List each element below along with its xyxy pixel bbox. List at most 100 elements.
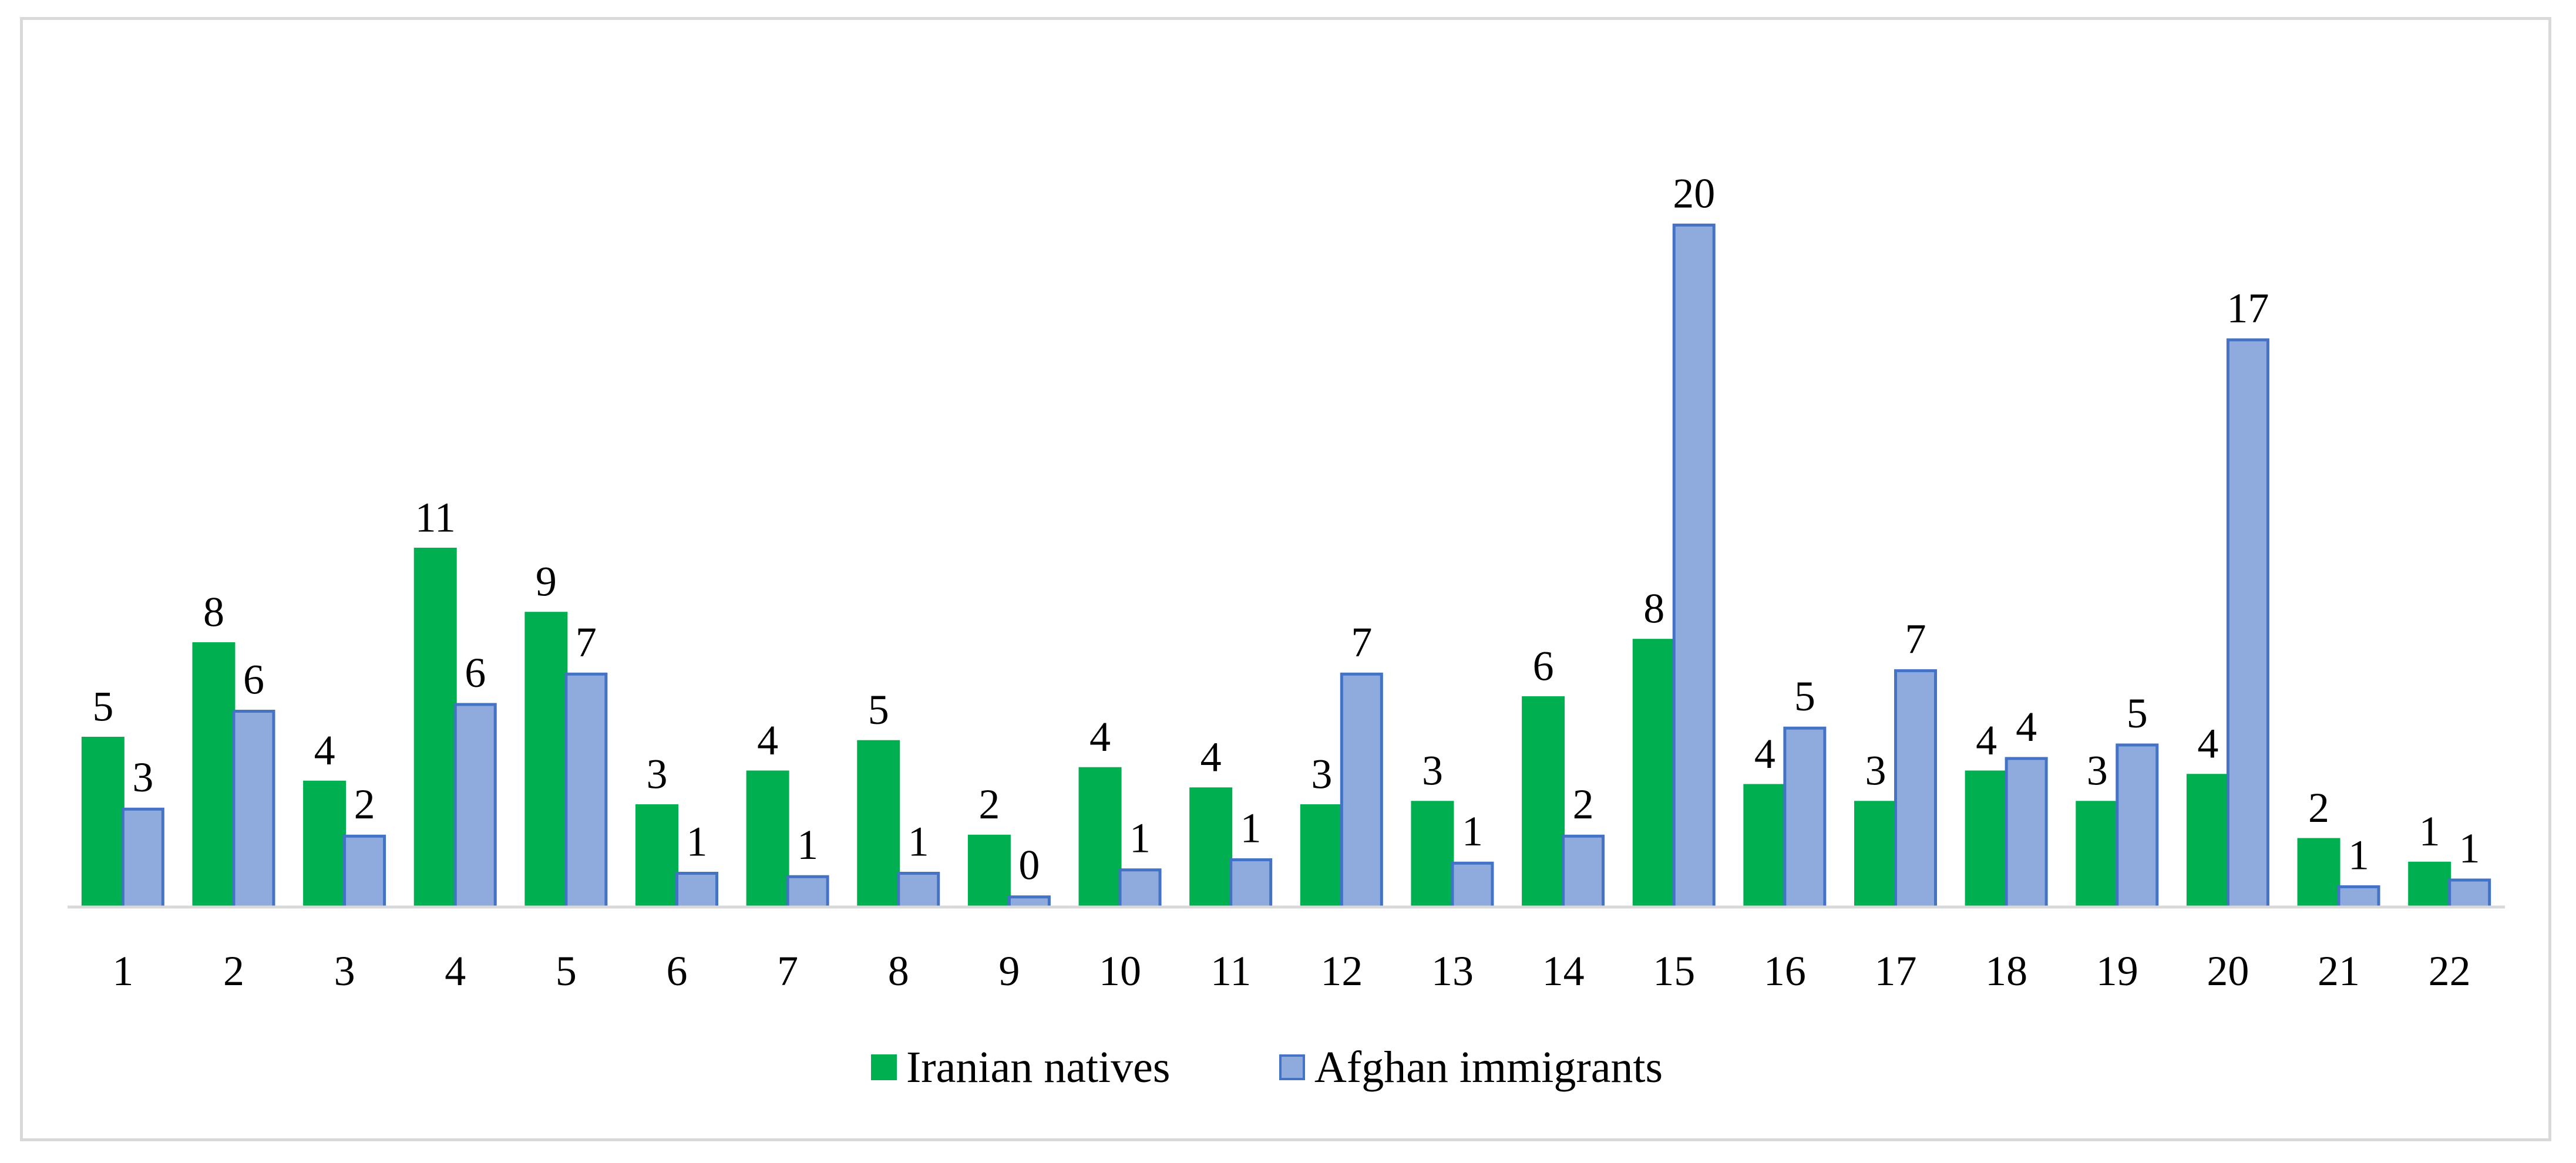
x-tick-label-14: 14 xyxy=(1542,948,1585,995)
bar-iranian-natives-15 xyxy=(1632,639,1676,909)
legend-label-iranian-natives: Iranian natives xyxy=(906,1043,1170,1092)
data-label-iranian-natives-14: 6 xyxy=(1533,642,1554,689)
bar-iranian-natives-12 xyxy=(1300,804,1343,909)
data-label-iranian-natives-8: 5 xyxy=(868,686,889,733)
bar-afghan-immigrants-9 xyxy=(1007,895,1051,909)
data-label-afghan-immigrants-3: 2 xyxy=(354,781,375,828)
legend-swatch-iranian-natives xyxy=(871,1054,897,1080)
bar-iranian-natives-7 xyxy=(746,770,789,909)
x-tick-label-6: 6 xyxy=(667,948,688,995)
x-tick-label-10: 10 xyxy=(1099,948,1141,995)
bar-iranian-natives-8 xyxy=(857,740,900,909)
data-label-iranian-natives-1: 5 xyxy=(92,683,113,730)
bar-afghan-immigrants-7 xyxy=(786,875,829,909)
data-label-iranian-natives-20: 4 xyxy=(2197,720,2218,767)
bar-iranian-natives-21 xyxy=(2297,838,2340,909)
data-label-afghan-immigrants-21: 1 xyxy=(2348,831,2369,878)
data-label-afghan-immigrants-5: 7 xyxy=(576,619,597,666)
data-label-iranian-natives-15: 8 xyxy=(1643,585,1664,632)
data-label-iranian-natives-5: 9 xyxy=(536,558,557,605)
bar-afghan-immigrants-12 xyxy=(1340,672,1383,909)
data-label-afghan-immigrants-18: 4 xyxy=(2016,703,2037,750)
bar-afghan-immigrants-8 xyxy=(897,871,940,909)
x-tick-label-15: 15 xyxy=(1653,948,1695,995)
bar-afghan-immigrants-16 xyxy=(1783,726,1827,909)
x-tick-label-1: 1 xyxy=(112,948,133,995)
x-tick-label-5: 5 xyxy=(556,948,577,995)
data-label-iranian-natives-6: 3 xyxy=(647,750,668,797)
bar-afghan-immigrants-20 xyxy=(2226,338,2269,909)
legend-swatch-afghan-immigrants xyxy=(1279,1054,1305,1080)
data-label-iranian-natives-11: 4 xyxy=(1200,734,1222,781)
bar-iranian-natives-17 xyxy=(1854,801,1897,909)
x-tick-label-4: 4 xyxy=(445,948,466,995)
x-tick-label-11: 11 xyxy=(1210,948,1251,995)
x-tick-label-16: 16 xyxy=(1764,948,1806,995)
data-label-iranian-natives-22: 1 xyxy=(2419,808,2440,855)
bar-iranian-natives-6 xyxy=(635,804,678,909)
data-label-iranian-natives-9: 2 xyxy=(978,781,1000,828)
bar-afghan-immigrants-21 xyxy=(2337,885,2380,909)
bar-afghan-immigrants-3 xyxy=(343,834,386,909)
x-tick-label-2: 2 xyxy=(223,948,244,995)
bar-iranian-natives-13 xyxy=(1411,801,1454,909)
data-label-afghan-immigrants-10: 1 xyxy=(1129,815,1151,862)
bar-afghan-immigrants-15 xyxy=(1672,223,1716,909)
data-label-afghan-immigrants-7: 1 xyxy=(797,821,818,868)
bar-afghan-immigrants-17 xyxy=(1894,669,1937,909)
legend-label-afghan-immigrants: Afghan immigrants xyxy=(1314,1043,1663,1092)
bar-iranian-natives-20 xyxy=(2186,774,2229,909)
data-label-afghan-immigrants-9: 0 xyxy=(1018,842,1040,889)
bar-iranian-natives-4 xyxy=(413,547,457,909)
data-label-iranian-natives-3: 4 xyxy=(314,727,335,774)
x-tick-label-3: 3 xyxy=(334,948,355,995)
data-label-afghan-immigrants-16: 5 xyxy=(1794,673,1815,720)
data-label-iranian-natives-10: 4 xyxy=(1089,713,1111,760)
bar-iranian-natives-22 xyxy=(2408,861,2451,909)
bar-afghan-immigrants-19 xyxy=(2116,743,2159,909)
data-label-iranian-natives-4: 11 xyxy=(415,494,456,541)
bar-afghan-immigrants-18 xyxy=(2005,757,2048,909)
data-label-afghan-immigrants-4: 6 xyxy=(465,649,486,696)
data-label-iranian-natives-21: 2 xyxy=(2308,784,2329,831)
data-label-afghan-immigrants-1: 3 xyxy=(132,754,153,801)
x-tick-label-7: 7 xyxy=(777,948,798,995)
data-label-iranian-natives-18: 4 xyxy=(1976,717,1997,764)
data-label-afghan-immigrants-15: 20 xyxy=(1673,170,1715,217)
x-tick-label-18: 18 xyxy=(1985,948,2027,995)
legend: Iranian natives Afghan immigrants xyxy=(871,1043,1663,1092)
bar-iranian-natives-5 xyxy=(524,612,568,909)
x-tick-label-13: 13 xyxy=(1431,948,1474,995)
x-tick-label-17: 17 xyxy=(1875,948,1917,995)
data-label-afghan-immigrants-6: 1 xyxy=(687,818,708,865)
data-label-iranian-natives-16: 4 xyxy=(1754,730,1775,777)
data-label-afghan-immigrants-13: 1 xyxy=(1462,808,1483,855)
bar-afghan-immigrants-13 xyxy=(1451,861,1494,909)
x-tick-label-8: 8 xyxy=(888,948,909,995)
bar-iranian-natives-3 xyxy=(303,780,347,909)
bar-iranian-natives-19 xyxy=(2076,801,2119,909)
data-label-afghan-immigrants-17: 7 xyxy=(1905,615,1926,662)
data-label-iranian-natives-17: 3 xyxy=(1865,747,1886,794)
data-label-afghan-immigrants-2: 6 xyxy=(243,656,264,703)
bar-iranian-natives-11 xyxy=(1189,787,1233,909)
bar-afghan-immigrants-4 xyxy=(453,703,497,909)
bars-layer xyxy=(81,223,2491,909)
bar-afghan-immigrants-11 xyxy=(1229,858,1273,909)
x-tick-label-12: 12 xyxy=(1320,948,1363,995)
bar-afghan-immigrants-14 xyxy=(1562,834,1605,909)
data-label-afghan-immigrants-8: 1 xyxy=(908,818,929,865)
data-label-afghan-immigrants-14: 2 xyxy=(1573,781,1594,828)
data-label-iranian-natives-7: 4 xyxy=(757,717,778,764)
x-tick-labels-layer: 1 2 3 4 5 6 7 8 9 10 11 12 13 14 15 16 17 18 19 20 21 22 xyxy=(112,948,2470,995)
data-label-afghan-immigrants-11: 1 xyxy=(1240,804,1262,851)
data-label-afghan-immigrants-20: 17 xyxy=(2227,285,2269,332)
x-tick-label-21: 21 xyxy=(2318,948,2360,995)
data-label-iranian-natives-13: 3 xyxy=(1422,747,1443,794)
x-tick-label-20: 20 xyxy=(2207,948,2249,995)
x-tick-label-22: 22 xyxy=(2429,948,2471,995)
data-label-afghan-immigrants-19: 5 xyxy=(2127,690,2148,737)
bar-afghan-immigrants-6 xyxy=(675,871,718,909)
